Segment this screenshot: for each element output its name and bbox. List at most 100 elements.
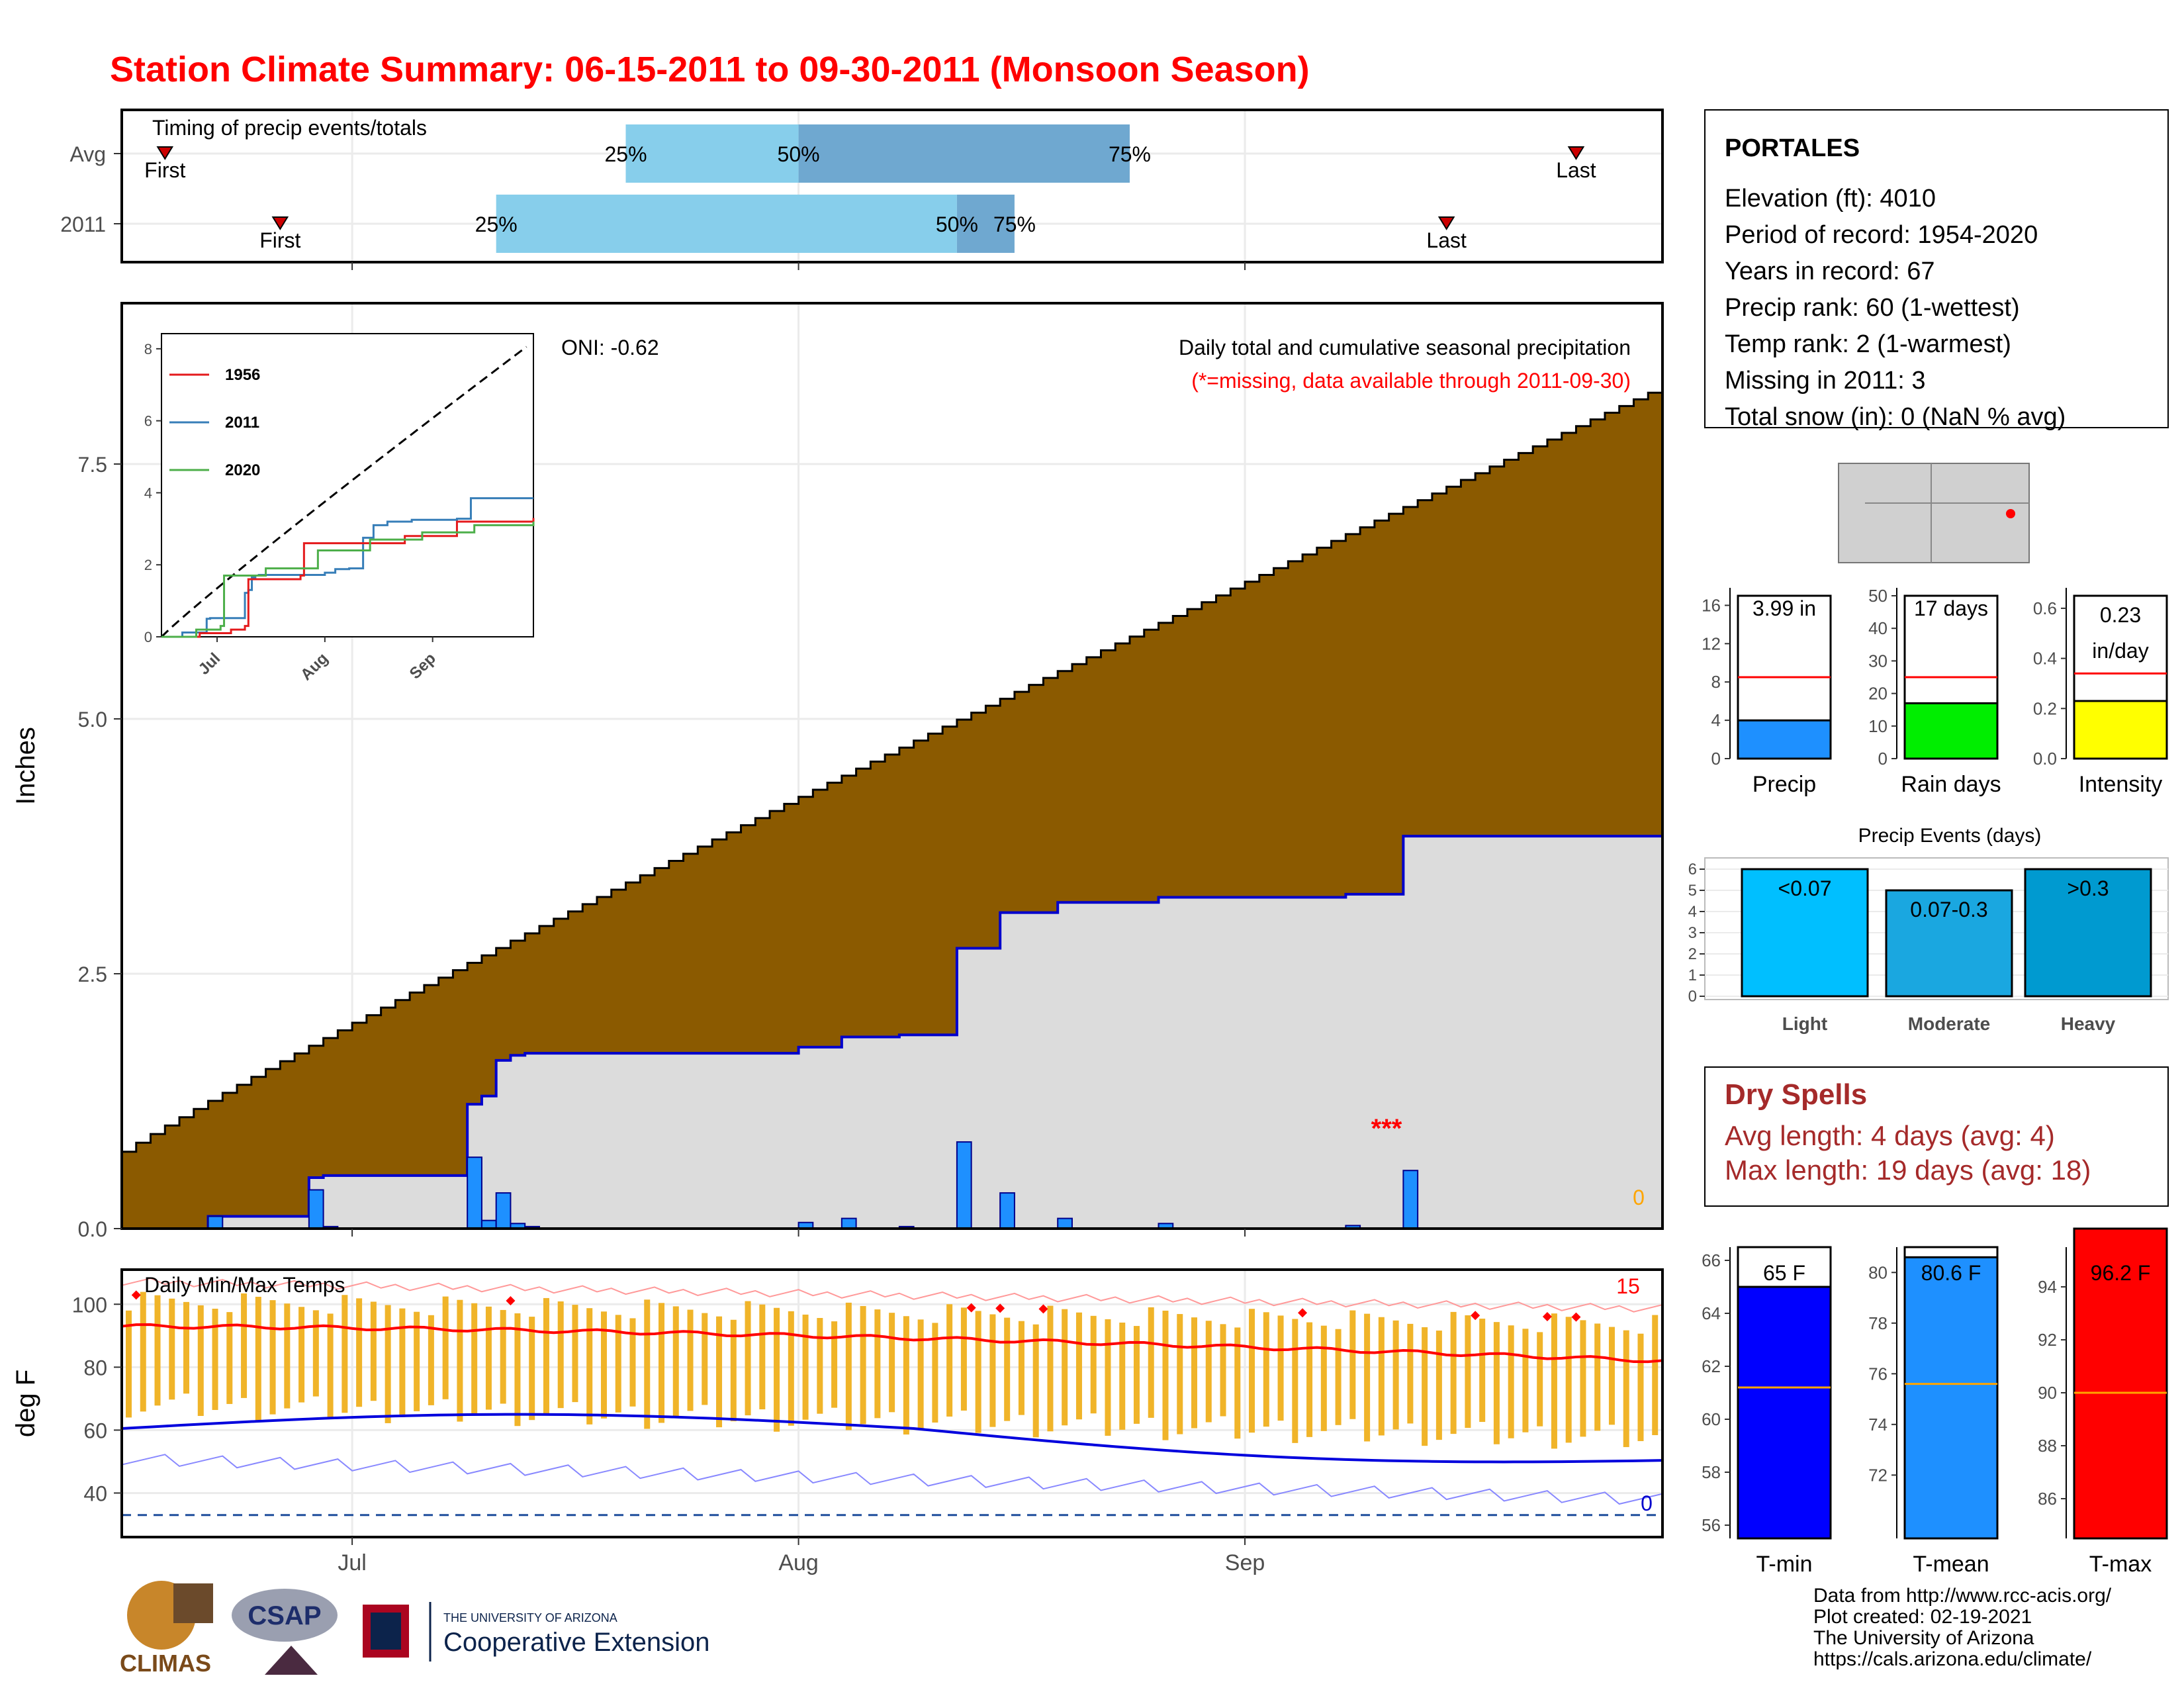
daily-temp-bar (169, 1298, 175, 1400)
event-bar-label: Light (1782, 1013, 1827, 1034)
daily-temp-bar (500, 1309, 506, 1404)
events-ytick-label: 1 (1688, 966, 1697, 984)
events-ytick-label: 0 (1688, 988, 1697, 1006)
daily-temp-bar (269, 1300, 276, 1415)
daily-temp-bar (1119, 1322, 1126, 1430)
daily-temp-bar (428, 1315, 434, 1405)
timing-p25-label: 25% (475, 212, 518, 236)
stat-bar-label: Rain days (1901, 772, 2001, 797)
temp-stat-label: T-mean (1913, 1552, 1989, 1577)
event-bar (1741, 868, 1869, 998)
daily-temp-bar (874, 1309, 881, 1419)
daily-temp-bar (687, 1309, 694, 1411)
temp-stat-ytick-label: 78 (1868, 1313, 1888, 1333)
record-marker (1038, 1304, 1048, 1314)
precip-ytick-label: 0.0 (78, 1217, 107, 1241)
timing-p25-label: 25% (604, 142, 647, 166)
stat-bar-value (1737, 719, 1832, 760)
daily-temp-bar (702, 1313, 708, 1405)
daily-temp-bar (1522, 1329, 1529, 1432)
daily-temp-bar (802, 1314, 809, 1420)
station-info-line: Elevation (ft): 4010 (1725, 185, 1936, 212)
stat-bar-label: Precip (1752, 772, 1816, 797)
daily-temp-bar (1105, 1319, 1111, 1436)
station-info-line: Total snow (in): 0 (NaN % avg) (1725, 403, 2066, 431)
temp-ytick-label: 60 (83, 1419, 107, 1442)
precip-subtitle: Daily total and cumulative seasonal prec… (1179, 336, 1631, 359)
daily-temp-bar (1594, 1323, 1601, 1431)
inset-legend-label: 2011 (225, 414, 259, 432)
stat-bar-ytick-label: 0.2 (2033, 698, 2057, 718)
daily-temp-bar (255, 1297, 261, 1421)
event-bar-label: Heavy (2061, 1013, 2116, 1034)
timing-bar-25-50 (496, 195, 957, 253)
daily-temp-bar (1465, 1315, 1471, 1429)
daily-precip-bar (495, 1192, 512, 1229)
inset-legend-label: 1956 (225, 366, 260, 384)
events-ytick-label: 2 (1688, 945, 1697, 963)
dry-spells-box (1704, 1066, 2169, 1207)
inset-ytick-label: 8 (144, 341, 152, 357)
daily-temp-bar (1062, 1309, 1068, 1426)
daily-temp-bar (960, 1307, 967, 1411)
event-bar-text: >0.3 (2067, 876, 2109, 900)
events-title: Precip Events (days) (1858, 825, 2042, 847)
daily-temp-bar (932, 1323, 938, 1423)
precip-ytick-label: 7.5 (78, 453, 107, 477)
daily-temp-bar (1652, 1315, 1659, 1436)
daily-temp-bar (385, 1305, 391, 1423)
csap-logo-text: CSAP (248, 1601, 321, 1630)
daily-temp-bar (183, 1301, 190, 1394)
daily-temp-bar (1047, 1305, 1054, 1432)
footer-line: The University of Arizona (1813, 1627, 2034, 1649)
daily-temp-bar (774, 1307, 780, 1432)
daily-temp-bar (1623, 1330, 1629, 1448)
event-bar (1885, 889, 2013, 998)
daily-temp-bar (1249, 1309, 1255, 1433)
timing-panel-label: Timing of precip events/totals (152, 116, 427, 140)
daily-temp-bar (485, 1306, 492, 1410)
inset-ytick-label: 4 (144, 485, 152, 501)
inset-2020-line (161, 521, 535, 638)
daily-temp-bar (1133, 1326, 1140, 1424)
daily-temp-bar (1392, 1320, 1399, 1430)
normal-tmin-line (121, 1413, 1663, 1464)
first-event-label: First (259, 228, 300, 252)
temp-stat-ytick-label: 58 (1702, 1462, 1721, 1482)
daily-temp-bar (1479, 1319, 1486, 1423)
daily-temp-bar (1349, 1310, 1356, 1419)
daily-precip-bar (956, 1141, 972, 1229)
temp-stat-label: T-max (2089, 1552, 2152, 1577)
record-low-count: 0 (1641, 1491, 1653, 1515)
daily-temp-bar (284, 1303, 291, 1409)
temp-stat-text: 65 F (1763, 1261, 1805, 1285)
daily-temp-bar (1493, 1322, 1500, 1444)
temp-xtick-label: Jul (338, 1550, 366, 1575)
temp-stat-ytick-label: 56 (1702, 1515, 1721, 1535)
daily-temp-bar (1306, 1322, 1313, 1437)
temp-stat-text: 80.6 F (1921, 1261, 1981, 1285)
daily-temp-bar (1537, 1332, 1543, 1427)
inset-2011-line (161, 497, 533, 638)
precip-ylabel: Inches (11, 727, 40, 805)
daily-temp-bar (1075, 1312, 1082, 1420)
first-event-label: First (144, 158, 185, 182)
temp-stat-value (2073, 1227, 2168, 1540)
record-marker (1471, 1311, 1480, 1321)
daily-temp-bar (831, 1321, 838, 1408)
temp-stat-ytick-label: 92 (2038, 1330, 2057, 1350)
events-ytick-label: 5 (1688, 882, 1697, 900)
temp-stat-ytick-label: 76 (1868, 1364, 1888, 1383)
daily-precip-bar (207, 1215, 224, 1230)
temp-stat-value (1737, 1286, 1832, 1540)
temp-ytick-label: 40 (83, 1481, 107, 1505)
daily-temp-bar (1177, 1314, 1183, 1434)
station-location-dot (2006, 509, 2015, 518)
inset-legend-label: 2020 (225, 461, 260, 479)
record-marker (966, 1303, 976, 1313)
station-info-box (1704, 109, 2169, 428)
stat-bar-text: in/day (2092, 639, 2148, 663)
stat-bar-ytick-label: 0.4 (2033, 649, 2057, 669)
station-info-line: Period of record: 1954-2020 (1725, 221, 2038, 249)
